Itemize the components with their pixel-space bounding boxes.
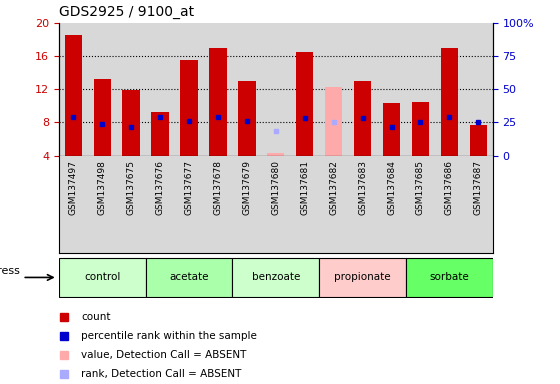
Bar bbox=[64, 35, 82, 156]
Text: GSM137686: GSM137686 bbox=[445, 161, 454, 215]
Bar bbox=[262, 156, 290, 253]
Bar bbox=[146, 23, 175, 156]
Text: benzoate: benzoate bbox=[251, 272, 300, 283]
Bar bbox=[175, 23, 203, 156]
Text: GSM137680: GSM137680 bbox=[271, 161, 281, 215]
Bar bbox=[88, 23, 116, 156]
Text: GSM137678: GSM137678 bbox=[213, 161, 222, 215]
Bar bbox=[441, 48, 458, 156]
Text: rank, Detection Call = ABSENT: rank, Detection Call = ABSENT bbox=[81, 369, 241, 379]
Bar bbox=[325, 87, 342, 156]
Text: GSM137679: GSM137679 bbox=[242, 161, 251, 215]
Bar bbox=[175, 156, 203, 253]
Bar bbox=[262, 23, 290, 156]
Text: GSM137676: GSM137676 bbox=[156, 161, 165, 215]
Text: GSM137687: GSM137687 bbox=[474, 161, 483, 215]
Bar bbox=[232, 156, 262, 253]
Bar bbox=[88, 156, 116, 253]
FancyBboxPatch shape bbox=[232, 258, 319, 297]
Text: GDS2925 / 9100_at: GDS2925 / 9100_at bbox=[59, 5, 194, 19]
Text: GSM137683: GSM137683 bbox=[358, 161, 367, 215]
FancyBboxPatch shape bbox=[319, 258, 406, 297]
Bar bbox=[383, 103, 400, 156]
Bar bbox=[354, 81, 371, 156]
Bar bbox=[232, 23, 262, 156]
Bar bbox=[267, 153, 284, 156]
Text: GSM137498: GSM137498 bbox=[97, 161, 107, 215]
Bar bbox=[238, 81, 255, 156]
Bar bbox=[319, 156, 348, 253]
Bar bbox=[435, 23, 464, 156]
Bar bbox=[180, 60, 198, 156]
Bar bbox=[59, 23, 88, 156]
Bar bbox=[290, 156, 319, 253]
Text: percentile rank within the sample: percentile rank within the sample bbox=[81, 331, 257, 341]
FancyBboxPatch shape bbox=[146, 258, 232, 297]
Bar bbox=[406, 23, 435, 156]
Text: GSM137497: GSM137497 bbox=[69, 161, 78, 215]
Bar bbox=[94, 79, 111, 156]
Bar bbox=[123, 90, 140, 156]
Text: GSM137681: GSM137681 bbox=[300, 161, 309, 215]
Text: count: count bbox=[81, 312, 110, 322]
Bar bbox=[203, 23, 232, 156]
Bar bbox=[406, 156, 435, 253]
Bar bbox=[290, 23, 319, 156]
Bar bbox=[296, 52, 314, 156]
Bar bbox=[470, 125, 487, 156]
Bar bbox=[116, 156, 146, 253]
Bar bbox=[348, 156, 377, 253]
Bar bbox=[412, 102, 429, 156]
Bar bbox=[464, 156, 493, 253]
Bar bbox=[59, 156, 88, 253]
Text: stress: stress bbox=[0, 266, 21, 276]
Text: value, Detection Call = ABSENT: value, Detection Call = ABSENT bbox=[81, 350, 246, 360]
Text: GSM137684: GSM137684 bbox=[387, 161, 396, 215]
FancyBboxPatch shape bbox=[406, 258, 493, 297]
Bar bbox=[209, 48, 227, 156]
Bar bbox=[203, 156, 232, 253]
Text: GSM137682: GSM137682 bbox=[329, 161, 338, 215]
Bar bbox=[435, 156, 464, 253]
Bar bbox=[464, 23, 493, 156]
Bar bbox=[146, 156, 175, 253]
Text: acetate: acetate bbox=[169, 272, 209, 283]
FancyBboxPatch shape bbox=[59, 258, 146, 297]
Text: control: control bbox=[84, 272, 120, 283]
Bar bbox=[116, 23, 146, 156]
Text: GSM137677: GSM137677 bbox=[184, 161, 194, 215]
Text: GSM137685: GSM137685 bbox=[416, 161, 425, 215]
Text: sorbate: sorbate bbox=[430, 272, 469, 283]
Bar bbox=[377, 156, 406, 253]
Bar bbox=[348, 23, 377, 156]
Text: GSM137675: GSM137675 bbox=[127, 161, 136, 215]
Bar bbox=[151, 113, 169, 156]
Text: propionate: propionate bbox=[334, 272, 391, 283]
Bar bbox=[319, 23, 348, 156]
Bar bbox=[377, 23, 406, 156]
